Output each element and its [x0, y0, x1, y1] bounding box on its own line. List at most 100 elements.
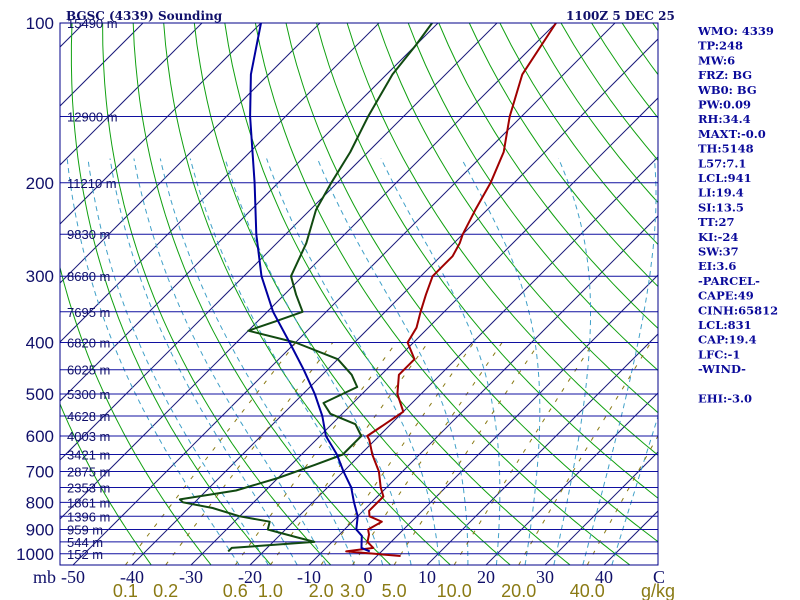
dry-adiabat-line — [316, 23, 658, 499]
stat-line: MAXT:-0.0 — [698, 127, 766, 141]
moist-adiabat-line — [224, 158, 412, 565]
mixing-ratio-label: 10.0 — [437, 581, 472, 600]
pressure-tick-label: 1000 — [16, 545, 54, 564]
x-axis-unit-label: C — [653, 567, 665, 587]
stat-line: PW:0.09 — [698, 98, 751, 112]
parcel-path-line — [249, 23, 371, 553]
moist-adiabat-line — [66, 158, 240, 565]
temperature-tick-label: 40 — [595, 567, 613, 587]
temperature-line — [345, 23, 557, 557]
moist-adiabat-line — [611, 414, 658, 565]
stat-line: LFC:-1 — [698, 347, 740, 361]
isotherm-line — [60, 23, 498, 461]
mixing-ratio-line — [234, 342, 397, 565]
pressure-tick-label: 100 — [26, 14, 54, 33]
mixing-ratio-label: 0.2 — [153, 581, 178, 600]
height-label: 12900 m — [67, 110, 118, 125]
pressure-tick-label: 700 — [26, 463, 54, 482]
height-label: 8680 m — [67, 269, 110, 284]
dry-adiabat-line — [438, 23, 658, 329]
stat-line: KI:-24 — [698, 230, 738, 244]
grid-layer — [0, 22, 658, 565]
stat-line: EI:3.6 — [698, 259, 736, 273]
height-label: 5300 m — [67, 387, 110, 402]
pressure-tick-label: 500 — [26, 385, 54, 404]
isotherm-line — [544, 451, 658, 565]
dry-adiabat-line — [60, 265, 212, 565]
isotherm-lines — [0, 23, 658, 565]
stat-line: EHI:-3.0 — [698, 392, 752, 406]
isotherm-line — [190, 97, 658, 565]
pressure-tick-label: 200 — [26, 174, 54, 193]
moist-adiabat-line — [553, 158, 591, 565]
dry-adiabat-line — [254, 23, 631, 565]
temperature-tick-label: 30 — [536, 567, 554, 587]
isotherm-line — [60, 23, 439, 402]
isotherm-line — [72, 23, 616, 565]
pressure-tick-labels: 100 200 300 400 500 600 700 800 900 1000 — [16, 14, 54, 564]
height-label: 9830 m — [67, 227, 110, 242]
height-label: 11210 m — [67, 176, 117, 191]
mixing-ratio-label: 20.0 — [501, 581, 536, 600]
height-label: 15490 m — [67, 16, 118, 31]
stat-line: TH:5148 — [698, 142, 754, 156]
dry-adiabat-line — [163, 23, 451, 565]
dry-adiabat-line — [224, 23, 571, 565]
dry-adiabat-lines — [60, 23, 658, 565]
valid-time: 1100Z 5 DEC 25 — [566, 9, 675, 23]
height-label: 4003 m — [67, 429, 110, 444]
temperature-tick-label: -50 — [61, 567, 85, 587]
dry-adiabat-line — [193, 23, 511, 565]
height-labels: 15490 m 12900 m 11210 m 9830 m 8680 m 7695 m 6… — [67, 16, 118, 562]
dry-adiabat-line — [499, 23, 658, 246]
isotherm-line — [367, 274, 658, 565]
dry-adiabat-line — [70, 23, 272, 565]
stat-line: WB0: BG — [697, 83, 757, 97]
dry-adiabat-line — [560, 23, 658, 162]
temperature-tick-label: -30 — [179, 567, 203, 587]
temperature-tick-label: -10 — [297, 567, 321, 587]
moist-adiabat-line — [582, 158, 657, 565]
height-label: 7695 m — [67, 305, 110, 320]
pressure-tick-label: 600 — [26, 427, 54, 446]
stat-line: L57:7.1 — [698, 156, 746, 170]
mixing-ratio-label: 2.0 — [309, 581, 334, 600]
chart-title: BGSC (4339) Sounding — [66, 9, 223, 23]
isotherm-line — [60, 23, 203, 166]
isotherm-line — [249, 156, 658, 565]
dry-adiabat-line — [285, 23, 658, 543]
dry-adiabat-line — [132, 23, 391, 565]
stat-line: CAP:19.4 — [698, 333, 757, 347]
mixing-ratio-line — [393, 342, 540, 565]
moist-adiabat-line — [189, 158, 384, 565]
dew-point-line — [178, 23, 433, 553]
moist-adiabat-lines — [66, 158, 658, 565]
stat-line: CINH:65812 — [698, 303, 778, 317]
isotherm-line — [60, 23, 321, 284]
y-axis-unit-label: mb — [33, 567, 56, 587]
mixing-ratio-unit-label: g/kg — [641, 581, 675, 600]
isotherm-line — [485, 392, 658, 565]
height-label: 4628 m — [67, 409, 110, 424]
stat-line: TP:248 — [698, 39, 743, 53]
stat-line: TT:27 — [698, 215, 735, 229]
stat-line: SW:37 — [698, 245, 739, 259]
mixing-ratio-line — [269, 342, 429, 565]
isobar-lines — [60, 22, 658, 555]
plot-border — [59, 22, 659, 566]
sounding-series — [178, 23, 557, 557]
dry-adiabat-line — [102, 23, 332, 565]
stat-line: WMO: 4339 — [697, 24, 774, 38]
pressure-tick-label: 300 — [26, 267, 54, 286]
height-label: 1396 m — [67, 509, 110, 524]
moist-adiabat-line — [159, 158, 355, 565]
mixing-ratio-label: 1.0 — [258, 581, 283, 600]
isotherm-line — [0, 23, 25, 565]
mixing-ratio-label: 5.0 — [382, 581, 407, 600]
mixing-ratio-label: 0.6 — [223, 581, 248, 600]
moist-adiabat-line — [133, 158, 327, 565]
stat-line: LI:19.4 — [698, 186, 744, 200]
height-label: 544 m — [67, 535, 103, 550]
